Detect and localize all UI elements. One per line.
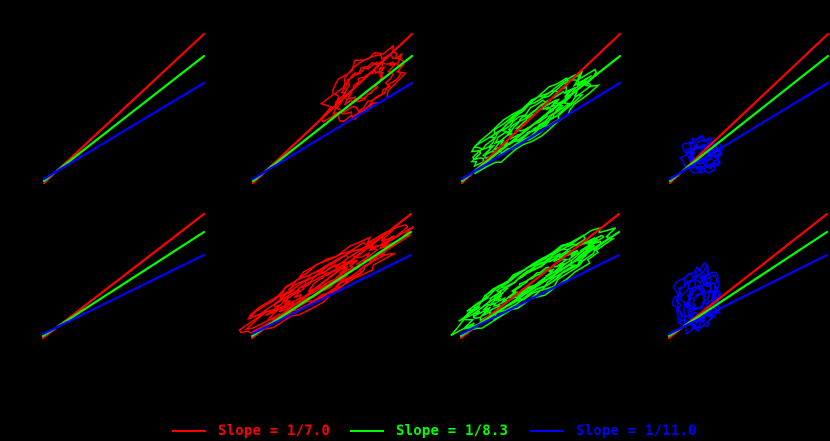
red-fit-line <box>459 212 621 340</box>
red-fit-line <box>668 32 830 185</box>
contour-level <box>491 90 571 152</box>
green-fit-line <box>460 54 622 183</box>
blue-fit-line <box>460 81 622 181</box>
contour-level <box>491 254 570 304</box>
legend-item-green: Slope = 1/8.3 <box>350 421 508 441</box>
legend-swatch-blue <box>530 430 564 432</box>
contour-level <box>293 263 350 300</box>
red-fit-line <box>42 32 206 185</box>
contour-level <box>238 224 415 334</box>
contour-level <box>692 291 707 310</box>
red-fit-line <box>251 32 414 185</box>
legend-label-green: Slope = 1/8.3 <box>396 423 509 439</box>
blue-fit-line <box>251 81 414 181</box>
contour-level <box>471 240 595 318</box>
blue-fit-line <box>668 81 830 181</box>
blue-fit-line <box>667 253 829 336</box>
legend-swatch-red <box>172 430 206 432</box>
legend-item-red: Slope = 1/7.0 <box>172 421 330 441</box>
panel-2-4 <box>671 261 722 335</box>
contour-level <box>332 53 403 119</box>
blue-fit-line <box>250 253 413 336</box>
legend: Slope = 1/7.0 Slope = 1/8.3 Slope = 1/11… <box>0 421 830 441</box>
red-fit-line <box>250 212 413 340</box>
contour-level <box>505 100 558 140</box>
red-fit-line <box>667 212 829 340</box>
contour-level <box>690 146 711 164</box>
contour-level <box>679 272 717 328</box>
green-fit-line <box>251 54 414 183</box>
legend-swatch-green <box>350 430 384 432</box>
legend-label-red: Slope = 1/7.0 <box>218 423 331 439</box>
contour-level <box>319 44 408 123</box>
contour-level <box>472 72 593 167</box>
green-fit-line <box>459 230 621 338</box>
contour-level <box>450 226 617 337</box>
contour-level <box>334 61 398 113</box>
green-fit-line <box>42 54 206 183</box>
blue-fit-line <box>42 81 206 181</box>
fit-lines-layer <box>41 32 830 340</box>
red-fit-line <box>41 212 206 340</box>
legend-item-blue: Slope = 1/11.0 <box>530 421 697 441</box>
blue-fit-line <box>41 253 206 336</box>
contour-level <box>307 265 348 293</box>
green-fit-line <box>667 230 829 338</box>
green-fit-line <box>250 230 413 338</box>
blue-fit-line <box>459 253 621 336</box>
contour-level <box>481 249 584 314</box>
red-fit-line <box>460 32 622 185</box>
green-fit-line <box>668 54 830 183</box>
legend-label-blue: Slope = 1/11.0 <box>576 423 697 439</box>
contour-level <box>462 234 605 330</box>
green-fit-line <box>41 230 206 338</box>
